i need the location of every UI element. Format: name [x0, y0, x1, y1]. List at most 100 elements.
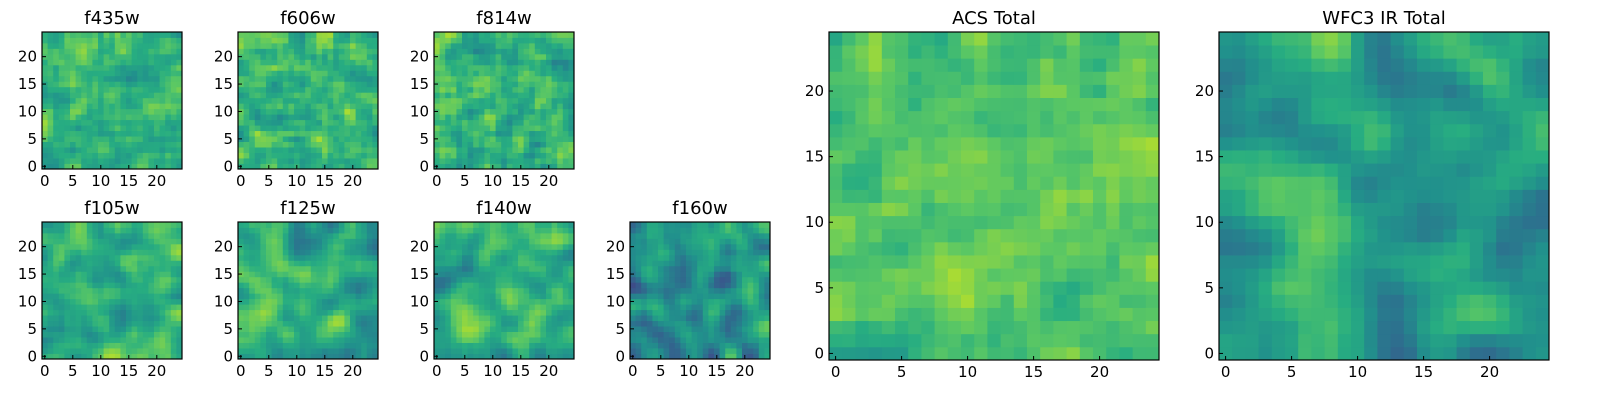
heatmap-cell: [344, 276, 351, 283]
heatmap-cell: [109, 309, 116, 316]
heatmap-cell: [868, 346, 883, 361]
heatmap-cell: [540, 232, 547, 239]
heatmap-cell: [714, 232, 720, 239]
heatmap-cell: [484, 353, 491, 360]
heatmap-cell: [652, 260, 659, 267]
heatmap-cell: [316, 152, 323, 159]
heatmap-cell: [895, 189, 909, 203]
heatmap-cell: [523, 320, 530, 327]
heatmap-cell: [305, 32, 312, 38]
heatmap-cell: [42, 158, 48, 164]
heatmap-cell: [333, 249, 340, 256]
heatmap-cell: [895, 163, 909, 177]
heatmap-cell: [702, 304, 709, 311]
heatmap-cell: [646, 260, 653, 267]
heatmap-cell: [98, 243, 104, 250]
heatmap-cell: [691, 293, 698, 300]
heatmap-cell: [288, 158, 295, 164]
heatmap-cell: [338, 152, 345, 159]
heatmap-cell: [238, 32, 244, 38]
heatmap-cell: [1079, 189, 1094, 203]
heatmap-cell: [641, 326, 648, 332]
heatmap-cell: [512, 320, 519, 327]
heatmap-cell: [114, 64, 121, 71]
heatmap-cell: [103, 293, 110, 300]
heatmap-cell: [58, 254, 65, 261]
heatmap-cell: [137, 48, 144, 55]
heatmap-cell: [310, 108, 317, 115]
heatmap-cell: [305, 276, 312, 283]
heatmap-cell: [361, 315, 368, 322]
heatmap-cell: [70, 141, 76, 148]
heatmap-cell: [81, 282, 88, 289]
heatmap-cell: [652, 238, 659, 245]
heatmap-cell: [277, 97, 284, 104]
heatmap-cell: [64, 254, 71, 261]
heatmap-cell: [238, 92, 244, 99]
heatmap-cell: [855, 281, 869, 295]
heatmap-cell: [148, 59, 155, 66]
heatmap-cell: [75, 232, 82, 239]
heatmap-cell: [305, 309, 312, 316]
heatmap-cell: [540, 48, 547, 55]
heatmap-cell: [366, 103, 373, 110]
heatmap-cell: [1132, 281, 1147, 295]
heatmap-cell: [249, 108, 256, 115]
heatmap-cell: [327, 114, 334, 121]
heatmap-cell: [467, 125, 474, 132]
heatmap-cell: [277, 136, 284, 142]
heatmap-cell: [747, 348, 754, 354]
heatmap-cell: [327, 282, 334, 289]
heatmap-cell: [338, 97, 345, 104]
heatmap-cell: [1145, 123, 1160, 138]
heatmap-cell: [165, 238, 172, 245]
heatmap-cell: [462, 32, 468, 38]
heatmap-cell: [120, 64, 127, 71]
heatmap-cell: [148, 48, 155, 55]
heatmap-cell: [327, 238, 334, 245]
heatmap-cell: [344, 136, 351, 142]
heatmap-cell: [462, 70, 468, 77]
heatmap-cell: [148, 232, 155, 239]
heatmap-cell: [478, 326, 485, 332]
x-tick-label: 10: [91, 172, 110, 190]
heatmap-cell: [1106, 333, 1120, 348]
heatmap-cell: [512, 298, 519, 305]
heatmap-cell: [58, 222, 65, 228]
heatmap-cell: [1093, 346, 1107, 361]
heatmap-cell: [47, 114, 54, 121]
heatmap-cell: [534, 353, 541, 360]
heatmap-cell: [501, 271, 508, 278]
heatmap-cell: [529, 331, 536, 338]
heatmap-cell: [120, 227, 127, 234]
heatmap-cell: [1093, 202, 1107, 217]
heatmap-cell: [64, 232, 71, 239]
heatmap-cell: [462, 114, 468, 121]
heatmap-cell: [568, 265, 575, 272]
heatmap-cell: [350, 75, 356, 82]
heatmap-cell: [686, 238, 692, 245]
heatmap-cell: [372, 108, 379, 115]
heatmap-cell: [355, 97, 362, 104]
heatmap-cell: [137, 37, 144, 44]
heatmap-cell: [1027, 176, 1041, 190]
heatmap-cell: [506, 342, 513, 349]
heatmap-cell: [697, 348, 704, 354]
heatmap-cell: [691, 276, 698, 283]
heatmap-cell: [98, 48, 104, 55]
heatmap-cell: [551, 227, 558, 234]
heatmap-cell: [478, 348, 485, 354]
heatmap-cell: [131, 53, 138, 60]
heatmap-cell: [562, 320, 569, 327]
heatmap-cell: [266, 243, 272, 250]
heatmap-cell: [92, 119, 99, 126]
heatmap-cell: [176, 81, 183, 88]
heatmap-cell: [170, 70, 177, 77]
heatmap-cell: [518, 103, 524, 110]
heatmap-cell: [254, 70, 261, 77]
heatmap-cell: [764, 260, 771, 267]
heatmap-cell: [540, 309, 547, 316]
heatmap-cell: [987, 320, 1001, 335]
heatmap-cell: [934, 281, 949, 295]
heatmap-cell: [658, 271, 664, 278]
